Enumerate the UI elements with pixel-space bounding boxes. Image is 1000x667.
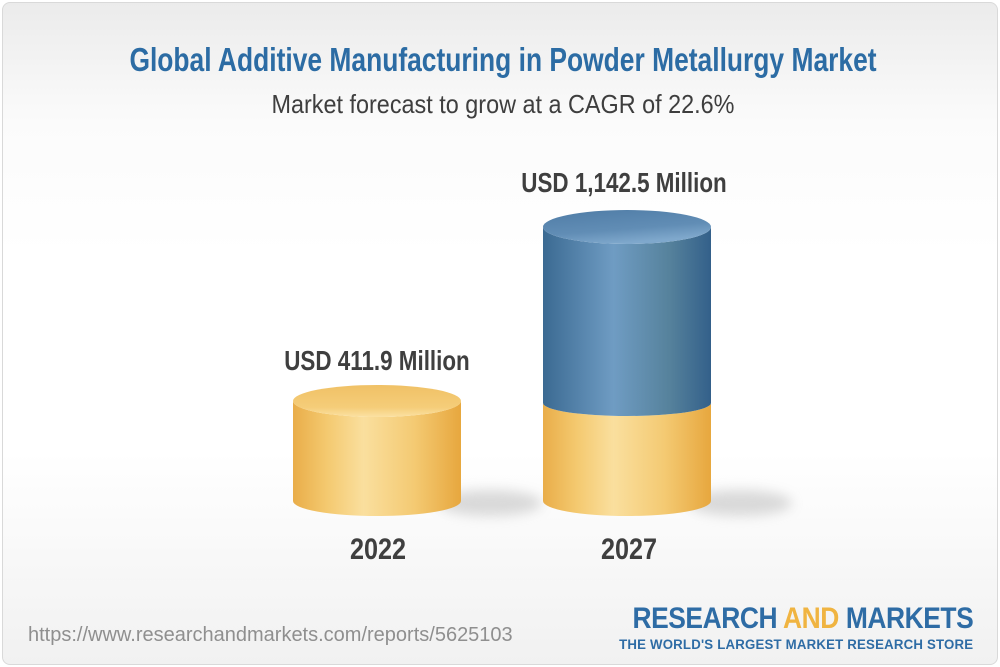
research-and-markets-logo: RESEARCH AND MARKETS THE WORLD'S LARGEST… bbox=[586, 604, 974, 653]
bar-2027-shadow bbox=[688, 490, 792, 516]
bar-2022-cylinder bbox=[293, 385, 461, 516]
axis-label-2022: 2022 bbox=[349, 533, 407, 566]
bar-2027-top-face bbox=[543, 210, 711, 244]
bar-2022-shadow bbox=[438, 490, 542, 516]
logo-word-and: AND bbox=[782, 602, 839, 635]
value-label-2027: USD 1,142.5 Million bbox=[521, 167, 727, 198]
page-title: Global Additive Manufacturing in Powder … bbox=[129, 41, 877, 78]
report-url: https://www.researchandmarkets.com/repor… bbox=[28, 624, 513, 646]
axis-label-2027: 2027 bbox=[600, 533, 658, 566]
value-label-2022: USD 411.9 Million bbox=[284, 345, 470, 376]
logo-wordmark: RESEARCH AND MARKETS bbox=[632, 604, 973, 634]
bar-2027-growth-segment bbox=[543, 227, 711, 416]
logo-tagline: THE WORLD'S LARGEST MARKET RESEARCH STOR… bbox=[618, 637, 973, 652]
bar-2027-cylinder bbox=[543, 210, 711, 516]
logo-word-markets: MARKETS bbox=[845, 602, 974, 635]
page-subtitle: Market forecast to grow at a CAGR of 22.… bbox=[271, 89, 735, 119]
bar-2027-base-segment bbox=[543, 403, 711, 516]
cylinder-bar-chart bbox=[293, 210, 792, 516]
logo-word-research: RESEARCH bbox=[632, 602, 777, 635]
